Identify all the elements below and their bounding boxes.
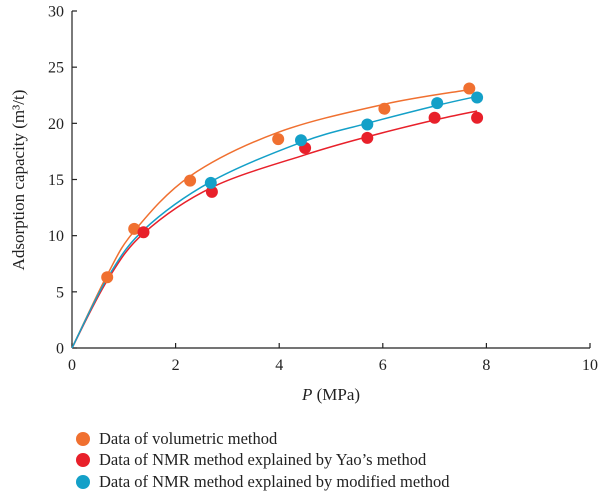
y-tick-label: 0 <box>56 341 64 358</box>
y-tick-label: 20 <box>48 116 64 133</box>
legend-item-nmr-modified: Data of NMR method explained by modified… <box>76 471 450 493</box>
fit-curve-volumetric <box>71 88 470 349</box>
y-tick-label: 30 <box>48 4 64 21</box>
x-tick-label: 6 <box>379 357 387 374</box>
chart: 0 5 10 15 20 25 30 0 2 4 6 8 10 Adsorption capacity … <box>9 4 598 405</box>
x-axis-title-unit: (MPa) <box>312 385 360 404</box>
legend-marker-nmr-modified <box>76 474 90 489</box>
data-points <box>101 82 484 284</box>
y-tick-label: 5 <box>56 284 64 301</box>
data-point-nmr-modified <box>471 91 484 104</box>
y-tick-label: 15 <box>48 172 64 189</box>
data-point-volumetric <box>272 133 285 146</box>
x-tick-label: 4 <box>275 357 283 374</box>
data-point-volumetric <box>128 222 141 235</box>
y-axis-title: Adsorption capacity (m³/t) <box>9 90 28 271</box>
data-point-volumetric <box>184 174 197 187</box>
data-point-nmr-modified <box>295 134 307 147</box>
x-tick-label: 8 <box>482 357 490 374</box>
legend-label-volumetric: Data of volumetric method <box>99 428 278 448</box>
axes: 0 5 10 15 20 25 30 0 2 4 6 8 10 <box>48 4 598 375</box>
data-point-nmr-modified <box>361 118 374 131</box>
legend-label-nmr-modified: Data of NMR method explained by modified… <box>99 471 450 491</box>
data-point-nmr-yao <box>137 226 150 239</box>
legend-marker-volumetric <box>76 431 90 446</box>
data-point-volumetric <box>378 102 391 115</box>
data-point-volumetric <box>101 271 114 284</box>
legend-marker-nmr-yao <box>76 453 90 468</box>
x-tick-label: 10 <box>582 357 598 374</box>
data-point-nmr-modified <box>431 97 444 110</box>
legend-label-nmr-yao: Data of NMR method explained by Yao’s me… <box>99 450 427 470</box>
legend-item-nmr-yao: Data of NMR method explained by Yao’s me… <box>76 450 450 472</box>
data-point-nmr-yao <box>428 111 441 124</box>
data-point-nmr-yao <box>471 111 484 124</box>
legend: Data of volumetric method Data of NMR me… <box>76 428 450 493</box>
y-tick-label: 10 <box>48 228 64 245</box>
x-tick-label: 2 <box>172 357 180 374</box>
legend-item-volumetric: Data of volumetric method <box>76 428 450 450</box>
x-tick-label: 0 <box>68 357 76 374</box>
x-axis-title: P (MPa) <box>301 385 360 404</box>
data-point-nmr-modified <box>204 176 217 189</box>
x-axis-title-variable: P <box>301 385 312 404</box>
data-point-nmr-yao <box>361 131 374 144</box>
fit-curves <box>71 88 478 349</box>
y-tick-label: 25 <box>48 60 64 77</box>
data-point-volumetric <box>463 82 476 95</box>
data-point-nmr-yao <box>205 185 218 198</box>
